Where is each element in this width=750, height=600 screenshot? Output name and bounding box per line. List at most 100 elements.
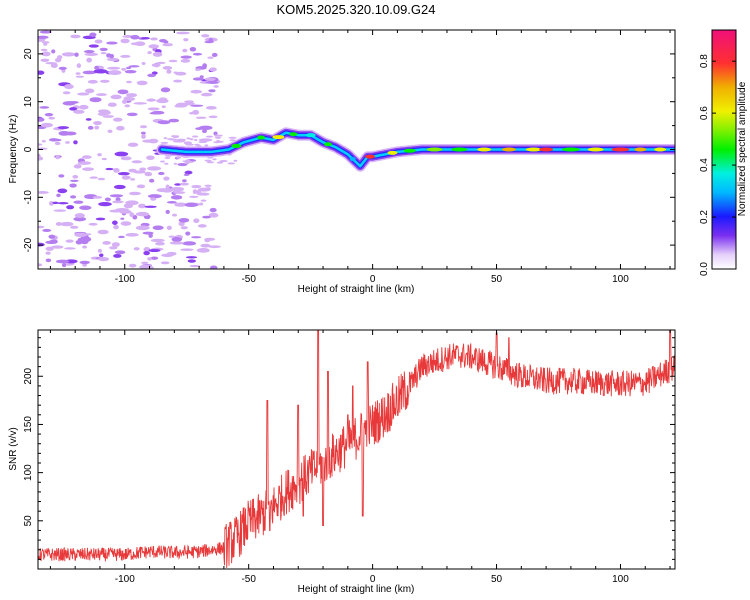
noise-blob — [147, 194, 162, 199]
noise-blob — [102, 241, 111, 245]
noise-blob — [204, 40, 214, 44]
noise-blob — [94, 39, 103, 44]
noise-blob — [178, 221, 185, 227]
noise-blob — [191, 236, 202, 239]
noise-blob — [74, 213, 85, 219]
noise-blob — [152, 225, 164, 230]
noise-blob — [214, 136, 222, 139]
noise-blob — [150, 37, 158, 41]
noise-blob — [183, 37, 189, 42]
noise-blob — [166, 251, 177, 256]
noise-blob — [39, 106, 50, 109]
noise-blob — [148, 44, 160, 49]
x-tick-label: -50 — [241, 274, 256, 285]
noise-blob — [155, 241, 165, 246]
noise-blob — [141, 261, 149, 265]
noise-blob — [60, 221, 74, 227]
noise-blob — [131, 160, 143, 164]
noise-blob — [199, 75, 204, 79]
colorbar-label: Normalized spectral amplitude — [737, 81, 748, 216]
noise-blob — [198, 138, 213, 142]
spectrogram-noise — [38, 30, 238, 269]
noise-blob — [75, 75, 85, 78]
noise-blob — [185, 231, 191, 236]
x-tick-label: 0 — [370, 574, 376, 585]
noise-blob — [204, 144, 209, 147]
x-tick-label: 50 — [491, 274, 503, 285]
noise-blob — [160, 141, 169, 144]
noise-blob — [213, 131, 218, 136]
noise-blob — [148, 233, 153, 238]
noise-blob — [142, 231, 154, 235]
noise-blob — [229, 139, 236, 142]
noise-blob — [141, 62, 146, 65]
noise-blob — [50, 63, 58, 68]
noise-blob — [193, 218, 200, 224]
noise-blob — [83, 50, 95, 54]
noise-blob — [38, 225, 45, 229]
noise-blob — [142, 139, 155, 143]
noise-blob — [55, 222, 63, 226]
noise-blob — [200, 92, 213, 97]
noise-blob — [183, 102, 195, 106]
noise-blob — [205, 81, 219, 84]
noise-blob — [150, 238, 165, 243]
noise-blob — [190, 104, 204, 107]
noise-blob — [125, 66, 132, 70]
noise-blob — [204, 159, 212, 162]
noise-blob — [174, 183, 182, 186]
noise-blob — [195, 68, 201, 71]
noise-blob — [121, 99, 128, 104]
noise-blob — [202, 63, 208, 69]
noise-blob — [41, 139, 46, 143]
noise-blob — [92, 196, 103, 199]
noise-blob — [73, 109, 85, 114]
noise-blob — [156, 61, 166, 65]
noise-blob — [139, 82, 147, 85]
noise-blob — [192, 135, 198, 138]
y-tick-label: 20 — [23, 48, 34, 60]
noise-blob — [115, 197, 121, 202]
noise-blob — [208, 89, 216, 93]
noise-blob — [106, 41, 118, 45]
noise-blob — [124, 104, 131, 108]
noise-blob — [48, 234, 56, 239]
noise-blob — [77, 161, 92, 165]
noise-blob — [107, 66, 121, 70]
noise-blob — [62, 91, 71, 95]
signal-hotspot — [611, 147, 630, 152]
colorbar-tick-label: 0.2 — [699, 210, 710, 224]
noise-blob — [214, 134, 218, 137]
noise-blob — [168, 235, 176, 238]
noise-blob — [88, 44, 99, 48]
noise-blob — [176, 31, 190, 35]
noise-blob — [209, 207, 217, 213]
noise-blob — [161, 105, 166, 108]
noise-blob — [61, 52, 76, 57]
noise-blob — [152, 51, 163, 57]
noise-blob — [94, 125, 100, 130]
noise-blob — [126, 112, 138, 117]
noise-blob — [144, 205, 157, 208]
noise-blob — [173, 71, 178, 74]
noise-blob — [147, 166, 162, 171]
noise-blob — [112, 200, 124, 204]
noise-blob — [184, 170, 193, 175]
noise-blob — [49, 239, 58, 244]
noise-blob — [113, 184, 126, 190]
signal-hotspot — [305, 133, 316, 138]
noise-blob — [82, 245, 88, 249]
noise-blob — [40, 48, 48, 52]
noise-blob — [100, 110, 111, 116]
noise-blob — [166, 225, 172, 231]
noise-blob — [93, 69, 108, 74]
noise-blob — [76, 63, 82, 69]
noise-blob — [38, 70, 45, 75]
x-tick-label: 50 — [491, 574, 503, 585]
noise-blob — [89, 176, 98, 179]
noise-blob — [159, 97, 168, 102]
noise-blob — [38, 143, 43, 146]
noise-blob — [106, 57, 119, 62]
x-tick-label: 100 — [612, 274, 629, 285]
